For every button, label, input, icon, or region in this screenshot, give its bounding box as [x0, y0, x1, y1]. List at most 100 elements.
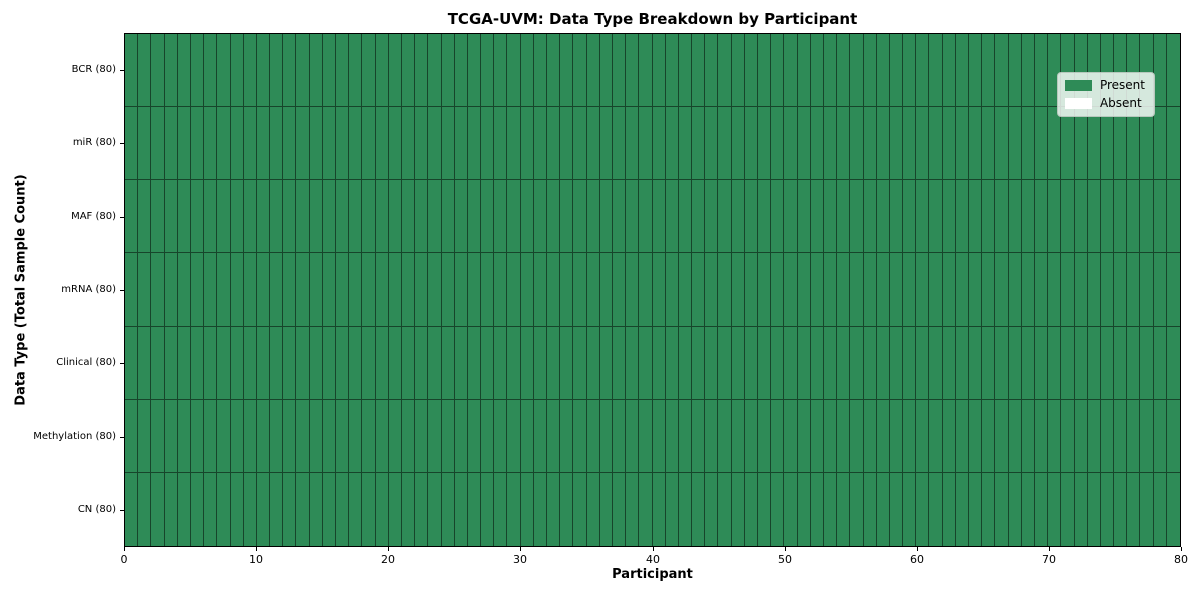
- legend-swatch-present: [1064, 80, 1092, 91]
- heatmap-cell: [138, 34, 152, 108]
- heatmap-cell: [481, 34, 495, 108]
- heatmap-cell: [850, 326, 864, 400]
- heatmap-cell: [547, 180, 561, 254]
- heatmap-cell: [652, 326, 666, 400]
- y-tick-label: CN (80): [77, 504, 116, 515]
- heatmap-cell: [494, 326, 508, 400]
- heatmap-cell: [969, 107, 983, 181]
- heatmap-cell: [547, 399, 561, 473]
- heatmap-cell: [401, 34, 416, 108]
- heatmap-cell: [942, 326, 956, 400]
- x-tick-mark: [256, 547, 257, 551]
- heatmap-cell: [125, 107, 139, 181]
- heatmap-cell: [401, 180, 416, 254]
- heatmap-cell: [758, 107, 772, 181]
- heatmap-cell: [982, 180, 996, 254]
- heatmap-cell: [626, 399, 640, 473]
- heatmap-cell: [969, 472, 983, 546]
- heatmap-cell: [889, 107, 904, 181]
- heatmap-cell: [876, 253, 890, 327]
- heatmap-cell: [362, 180, 376, 254]
- x-tick-mark: [653, 547, 654, 551]
- heatmap-cell: [612, 399, 627, 473]
- heatmap-cell: [837, 472, 851, 546]
- heatmap-cell: [692, 326, 706, 400]
- heatmap-cell: [969, 253, 983, 327]
- heatmap-cell: [1127, 472, 1141, 546]
- heatmap-cell: [929, 472, 943, 546]
- x-tick-mark: [520, 547, 521, 551]
- heatmap-cell: [692, 472, 706, 546]
- heatmap-cell: [322, 34, 336, 108]
- heatmap-cell: [138, 180, 152, 254]
- heatmap-cell: [401, 107, 416, 181]
- heatmap-cell: [744, 472, 758, 546]
- heatmap-cell: [336, 253, 350, 327]
- heatmap-cell: [889, 253, 904, 327]
- heatmap-cell: [547, 326, 561, 400]
- heatmap-cell: [243, 326, 257, 400]
- heatmap-cell: [1008, 107, 1022, 181]
- heatmap-cell: [626, 180, 640, 254]
- heatmap-cell: [125, 180, 139, 254]
- x-tick-label: 30: [513, 553, 527, 566]
- heatmap-cell: [1021, 472, 1035, 546]
- heatmap-cell: [784, 253, 798, 327]
- heatmap-cell: [586, 34, 600, 108]
- heatmap-cell: [955, 107, 969, 181]
- heatmap-cell: [401, 399, 416, 473]
- heatmap-cell: [612, 326, 627, 400]
- heatmap-cell: [520, 472, 534, 546]
- heatmap-cell: [125, 399, 139, 473]
- heatmap-cell: [797, 253, 811, 327]
- heatmap-cell: [1140, 399, 1154, 473]
- heatmap-cell: [797, 180, 811, 254]
- heatmap-cell: [547, 107, 561, 181]
- heatmap-cell: [1048, 399, 1062, 473]
- heatmap-cell: [771, 34, 785, 108]
- heatmap-cell: [1008, 326, 1022, 400]
- heatmap-cell: [415, 326, 429, 400]
- heatmap-cell: [731, 326, 745, 400]
- heatmap-cell: [982, 326, 996, 400]
- heatmap-cell: [810, 180, 824, 254]
- heatmap-cell: [349, 107, 363, 181]
- heatmap-cell: [283, 180, 297, 254]
- heatmap-cell: [454, 107, 468, 181]
- heatmap-cell: [151, 180, 165, 254]
- heatmap-cell: [1021, 180, 1035, 254]
- heatmap-cell: [1061, 399, 1075, 473]
- heatmap-cell: [1153, 107, 1167, 181]
- heatmap-cell: [718, 107, 732, 181]
- heatmap-cell: [1114, 326, 1128, 400]
- heatmap-cell: [797, 399, 811, 473]
- heatmap-cell: [349, 253, 363, 327]
- heatmap-cell: [125, 253, 139, 327]
- heatmap-cell: [296, 107, 310, 181]
- heatmap-cell: [177, 107, 191, 181]
- heatmap-cell: [678, 180, 693, 254]
- heatmap-cell: [692, 34, 706, 108]
- heatmap-cell: [1048, 180, 1062, 254]
- heatmap-cell: [599, 326, 613, 400]
- heatmap-cell: [533, 326, 547, 400]
- heatmap-cell: [1061, 253, 1075, 327]
- heatmap-cell: [204, 253, 218, 327]
- heatmap-cell: [744, 34, 758, 108]
- heatmap-cell: [823, 107, 838, 181]
- heatmap-cell: [560, 326, 574, 400]
- heatmap-cell: [612, 107, 627, 181]
- heatmap-cell: [164, 326, 178, 400]
- heatmap-cell: [1100, 180, 1115, 254]
- heatmap-cell: [586, 180, 600, 254]
- heatmap-cell: [230, 180, 244, 254]
- heatmap-cell: [665, 253, 679, 327]
- heatmap-cell: [810, 472, 824, 546]
- x-tick-mark: [785, 547, 786, 551]
- heatmap-cell: [388, 34, 402, 108]
- heatmap-cell: [125, 34, 139, 108]
- heatmap-cell: [1127, 107, 1141, 181]
- x-tick-label: 40: [646, 553, 660, 566]
- heatmap-cell: [151, 253, 165, 327]
- heatmap-cell: [705, 253, 719, 327]
